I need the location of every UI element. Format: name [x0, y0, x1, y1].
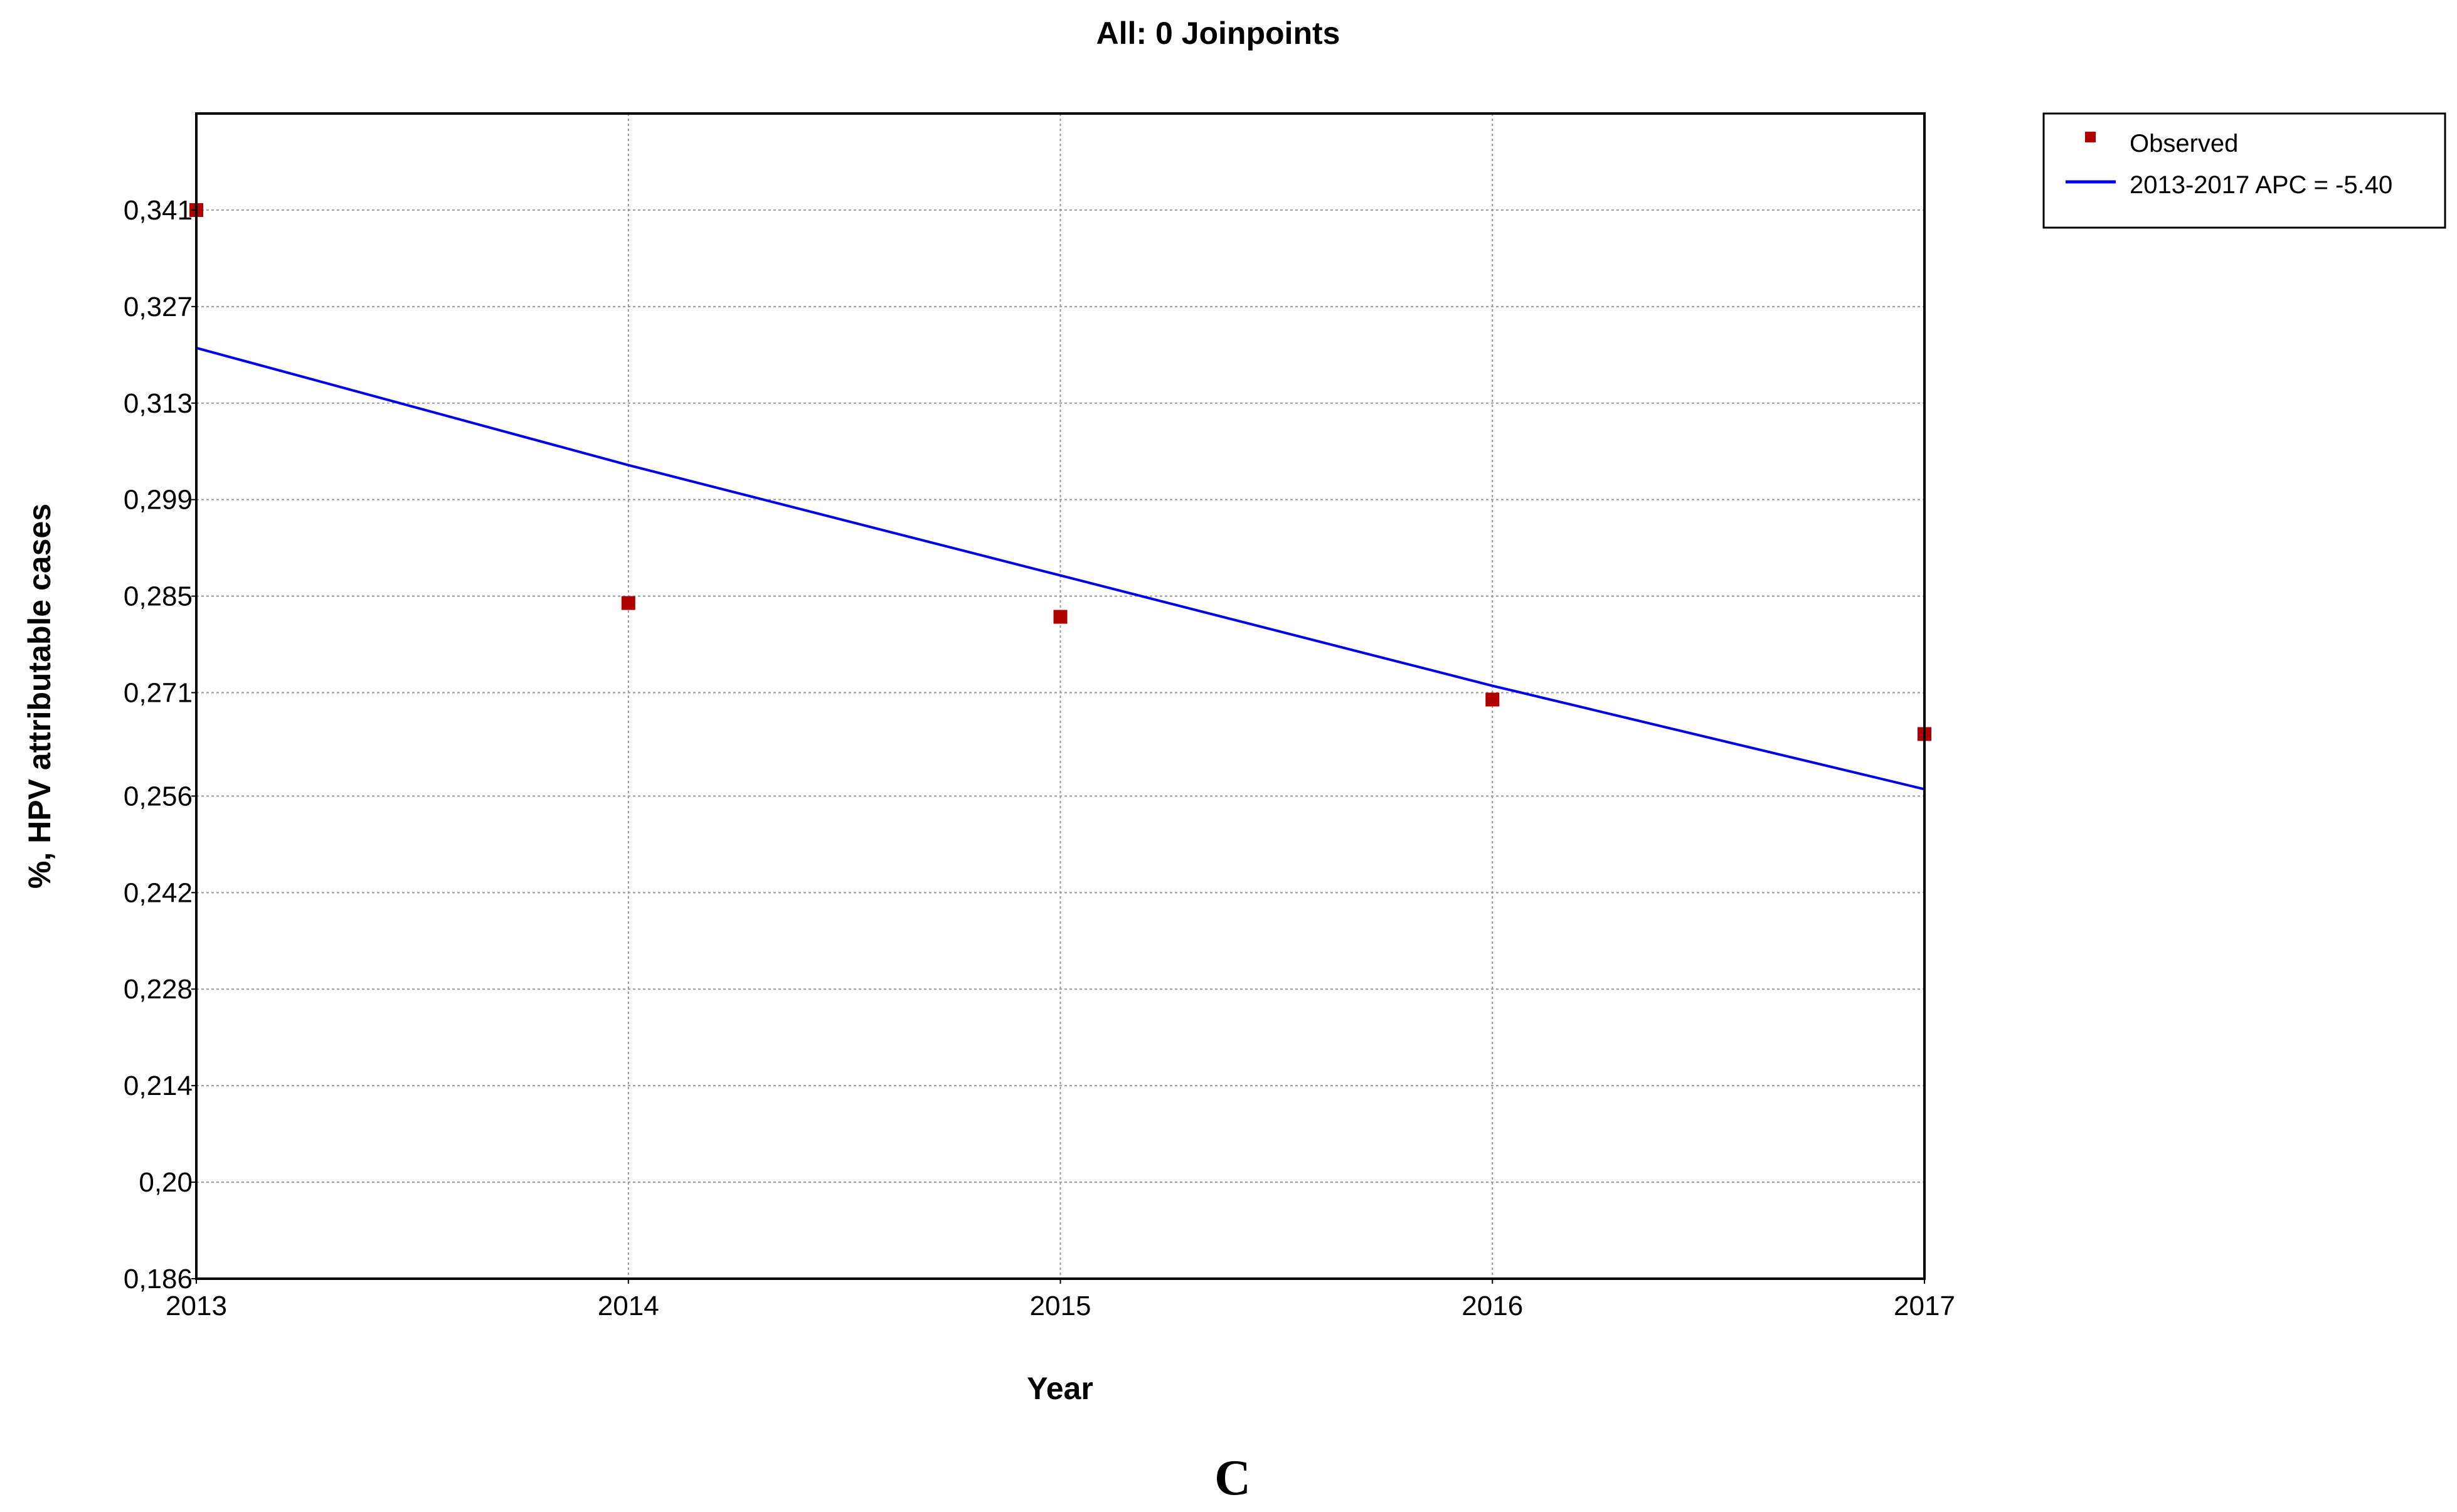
observed-point — [621, 596, 635, 610]
grid-layer — [196, 114, 1924, 1279]
y-tick-label: 0,186 — [124, 1264, 193, 1294]
y-tick-label: 0,214 — [124, 1071, 193, 1101]
x-tick-label: 2015 — [1030, 1291, 1091, 1321]
y-tick-label: 0,285 — [124, 581, 193, 612]
y-tick-label: 0,313 — [124, 388, 193, 419]
observed-point — [1053, 610, 1068, 624]
y-tick-label: 0,327 — [124, 292, 193, 322]
legend-fit-line-label: 2013-2017 APC = -5.40 — [2130, 171, 2392, 199]
tick-layer: 0,186 0,20 0,214 0,228 0,242 0,256 0,271 0,285 0… — [124, 195, 1955, 1321]
y-tick-label: 0,20 — [139, 1167, 193, 1198]
x-tick-label: 2017 — [1894, 1291, 1955, 1321]
legend-observed-marker — [2085, 132, 2096, 142]
observed-point — [1485, 692, 1500, 707]
y-tick-label: 0,299 — [124, 485, 193, 515]
x-tick-label: 2014 — [598, 1291, 659, 1321]
y-axis-title: %, HPV attributable cases — [22, 504, 57, 889]
chart-title: All: 0 Joinpoints — [1096, 16, 1340, 51]
y-tick-label: 0,242 — [124, 877, 193, 908]
y-tick-label: 0,341 — [124, 195, 193, 226]
y-tick-label: 0,271 — [124, 678, 193, 709]
legend: Observed 2013-2017 APC = -5.40 — [2042, 112, 2446, 229]
legend-box — [2042, 112, 2446, 229]
legend-observed-label: Observed — [2130, 130, 2238, 157]
y-tick-label: 0,256 — [124, 781, 193, 812]
x-tick-label: 2013 — [166, 1291, 227, 1321]
fit-line — [196, 346, 1925, 791]
x-axis-title: Year — [1027, 1371, 1093, 1406]
series-layer — [189, 203, 1931, 791]
y-tick-label: 0,228 — [124, 974, 193, 1005]
x-tick-label: 2016 — [1462, 1291, 1523, 1321]
panel-label: C — [1214, 1451, 1251, 1506]
